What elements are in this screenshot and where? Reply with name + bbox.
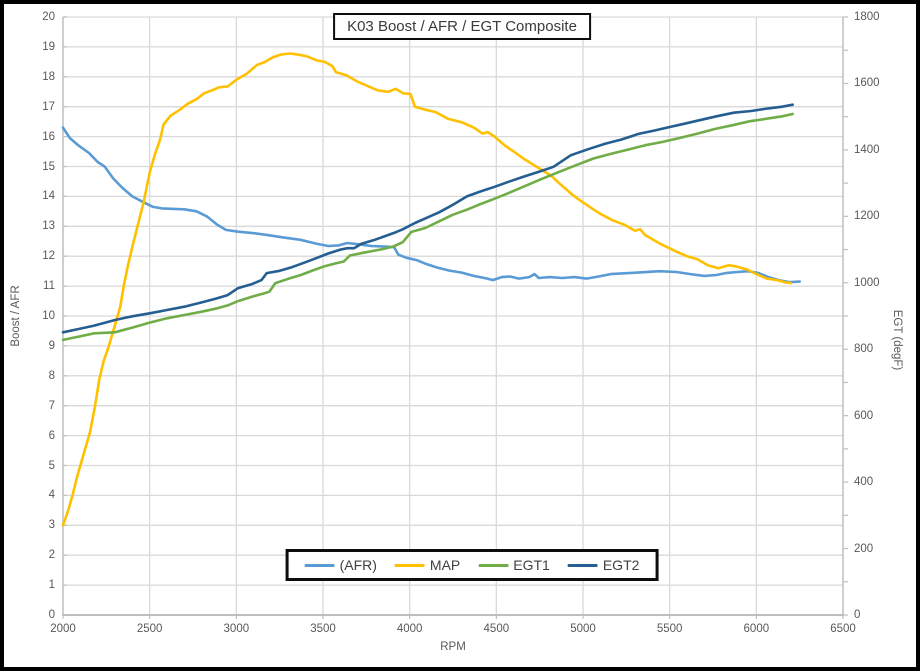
x-tick-label: 6000 [743,623,770,635]
x-tick-label: 6500 [830,623,856,635]
y-left-tick-label: 15 [42,160,55,173]
x-tick-label: 2500 [136,623,163,635]
y-left-tick-label: 17 [42,100,55,113]
y-left-tick-label: 5 [48,459,55,472]
y-left-tick-label: 16 [42,130,55,143]
y-right-tick-label: 400 [854,476,874,489]
y-left-tick-label: 18 [42,70,55,83]
y-right-tick-label: 600 [854,409,874,422]
y-left-tick-label: 2 [48,549,55,562]
map-line-swatch-icon [394,563,425,567]
y-left-tick-label: 6 [48,429,55,442]
x-axis-title: RPM [440,641,466,653]
chart-title: K03 Boost / AFR / EGT Composite [333,13,591,40]
y-right-tick-label: 200 [854,542,874,555]
series-line-afr [61,126,802,284]
y-left-tick-label: 19 [42,40,55,53]
legend-label-egt2: EGT2 [602,557,640,573]
legend-item-egt1: EGT1 [478,557,550,573]
legend-item-egt2: EGT2 [567,557,640,573]
series-line-map [61,52,793,527]
x-tick-label: 4500 [483,623,510,635]
x-tick-label: 3500 [310,623,336,635]
y-right-tick-label: 1000 [854,276,880,289]
x-tick-label: 2000 [50,623,76,635]
egt1-line-swatch-icon [478,563,509,567]
legend-label-afr: (AFR) [339,557,377,573]
right-axis-title: EGT (degF) [891,309,903,371]
x-tick-label: 3000 [223,623,250,635]
y-left-tick-label: 13 [42,220,55,233]
egt2-line-swatch-icon [567,563,598,567]
legend-item-afr: (AFR) [304,557,377,573]
y-right-tick-label: 0 [854,609,861,621]
y-left-tick-label: 9 [48,339,55,352]
series-line-egt1 [61,112,795,342]
legend-item-map: MAP [394,557,461,573]
x-tick-label: 5000 [570,623,596,635]
x-tick-label: 4000 [396,623,423,635]
y-left-tick-label: 20 [42,11,55,23]
legend: (AFR) MAP EGT1 EGT2 [285,549,659,581]
y-left-tick-label: 0 [48,609,55,621]
y-right-tick-label: 1800 [854,11,880,23]
y-right-tick-label: 1200 [854,210,880,223]
left-axis-title: Boost / AFR [10,285,22,347]
y-left-tick-label: 14 [42,190,55,203]
y-left-tick-label: 4 [48,489,55,502]
y-left-tick-label: 12 [42,250,55,263]
y-left-tick-label: 10 [42,310,55,322]
y-right-tick-label: 1400 [854,143,880,156]
y-left-tick-label: 7 [48,399,55,412]
y-left-tick-label: 8 [48,369,55,382]
legend-label-map: MAP [429,557,461,573]
y-left-tick-label: 11 [43,280,55,293]
y-left-tick-label: 3 [48,519,55,532]
y-right-tick-label: 1600 [854,77,880,90]
legend-label-egt1: EGT1 [513,557,550,573]
y-left-tick-label: 1 [48,579,55,592]
y-right-tick-label: 800 [854,343,874,356]
x-tick-label: 5500 [656,623,683,635]
series-line-egt2 [61,103,795,334]
afr-line-swatch-icon [304,563,335,567]
